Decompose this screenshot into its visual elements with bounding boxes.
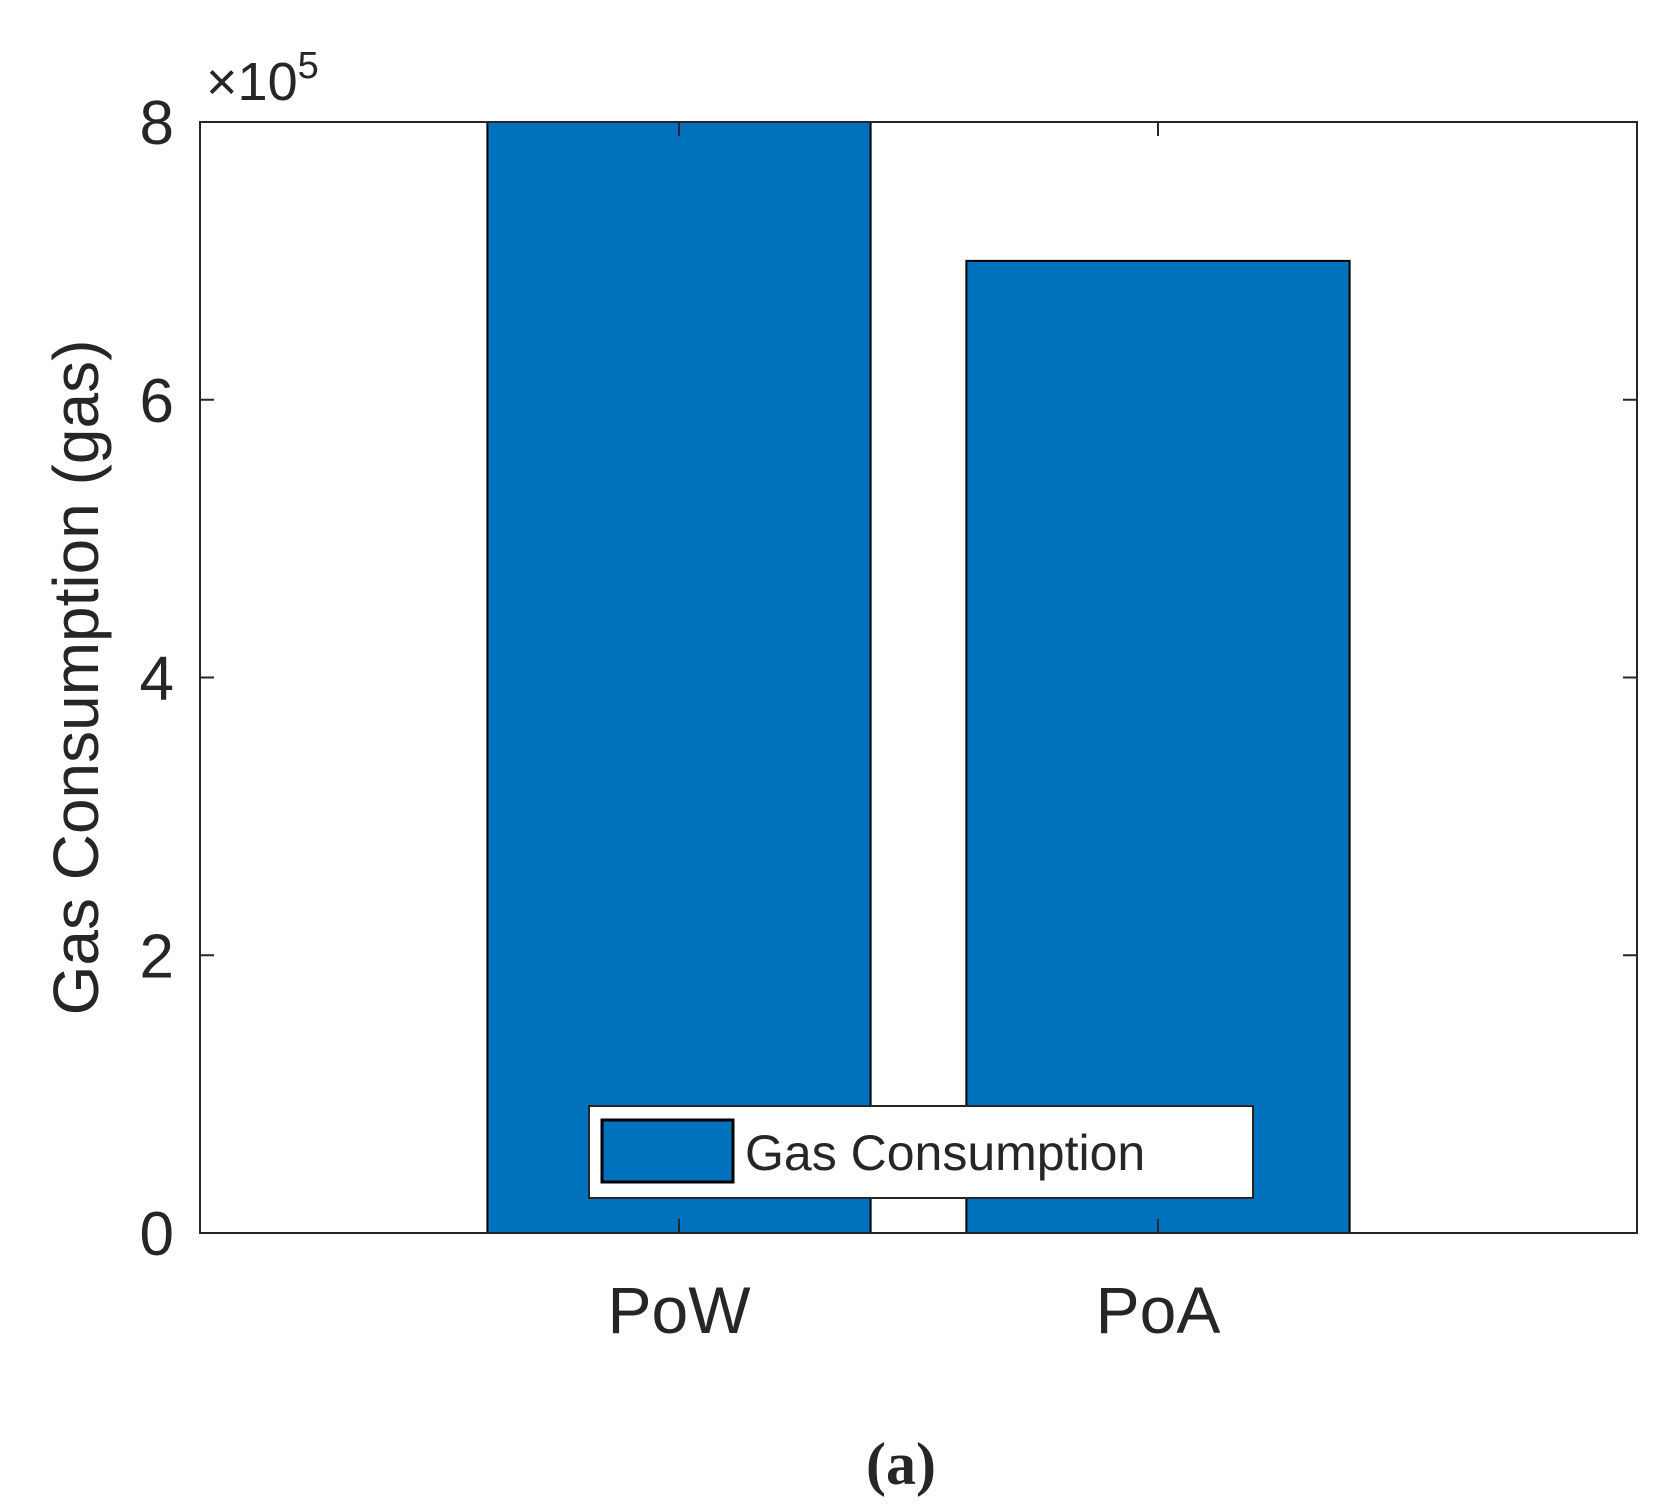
legend: Gas Consumption [588, 1105, 1254, 1199]
y-axis-label: Gas Consumption (gas) [40, 340, 112, 1016]
bar-poa [965, 259, 1351, 1234]
legend-entry-label: Gas Consumption [745, 1125, 1145, 1181]
y-tick-label: 0 [140, 1200, 174, 1269]
y-exponent-power: 5 [298, 45, 319, 87]
axes-box [199, 121, 1638, 1234]
figure-caption: (a) [866, 1431, 936, 1497]
ticks-layer: 0 2 4 6 8 PoW PoA [140, 89, 1637, 1347]
bar-pow [486, 121, 872, 1234]
x-tick-label: PoA [1096, 1273, 1221, 1347]
legend-swatch [600, 1118, 735, 1184]
bars-layer [486, 121, 1351, 1234]
y-exponent-label: ×105 [206, 45, 319, 112]
x-tick-label: PoW [607, 1273, 751, 1347]
y-tick-label: 8 [140, 89, 174, 158]
y-tick-label: 6 [140, 367, 174, 436]
y-tick-label: 2 [140, 922, 174, 991]
y-tick-label: 4 [140, 645, 174, 714]
y-exponent-times: ×10 [206, 52, 298, 112]
